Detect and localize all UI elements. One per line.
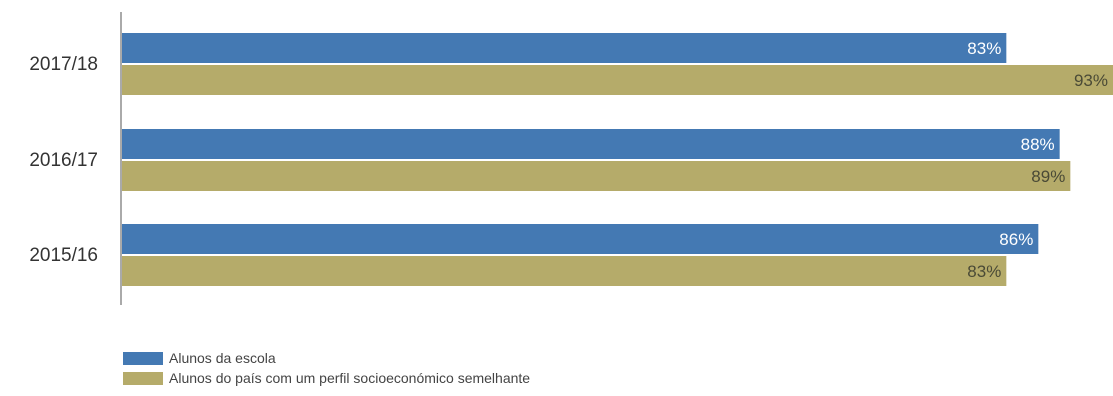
category-label: 2017/18 <box>29 54 98 75</box>
legend: Alunos da escola Alunos do país com um p… <box>123 349 530 389</box>
bar <box>122 161 1071 191</box>
data-label: 83% <box>967 262 1001 281</box>
bar <box>122 256 1007 286</box>
legend-swatch-pais <box>123 371 163 385</box>
legend-label-escola: Alunos da escola <box>169 350 276 366</box>
bars-group: 83% 93% 88% 89% 86% 83% <box>122 33 1113 286</box>
legend-item-pais: Alunos do país com um perfil socioeconóm… <box>123 369 530 387</box>
category-label: 2015/16 <box>29 245 98 266</box>
legend-label-pais: Alunos do país com um perfil socioeconóm… <box>169 370 531 386</box>
bar <box>122 33 1007 63</box>
data-label: 86% <box>999 230 1033 249</box>
category-label: 2016/17 <box>29 150 98 171</box>
bar <box>122 129 1060 159</box>
data-label: 93% <box>1074 71 1108 90</box>
legend-swatch-escola <box>123 351 163 365</box>
bar <box>122 65 1113 95</box>
legend-item-escola: Alunos da escola <box>123 349 530 367</box>
data-label: 88% <box>1021 135 1055 154</box>
data-label: 89% <box>1031 167 1065 186</box>
bar <box>122 224 1039 254</box>
data-label: 83% <box>967 39 1001 58</box>
